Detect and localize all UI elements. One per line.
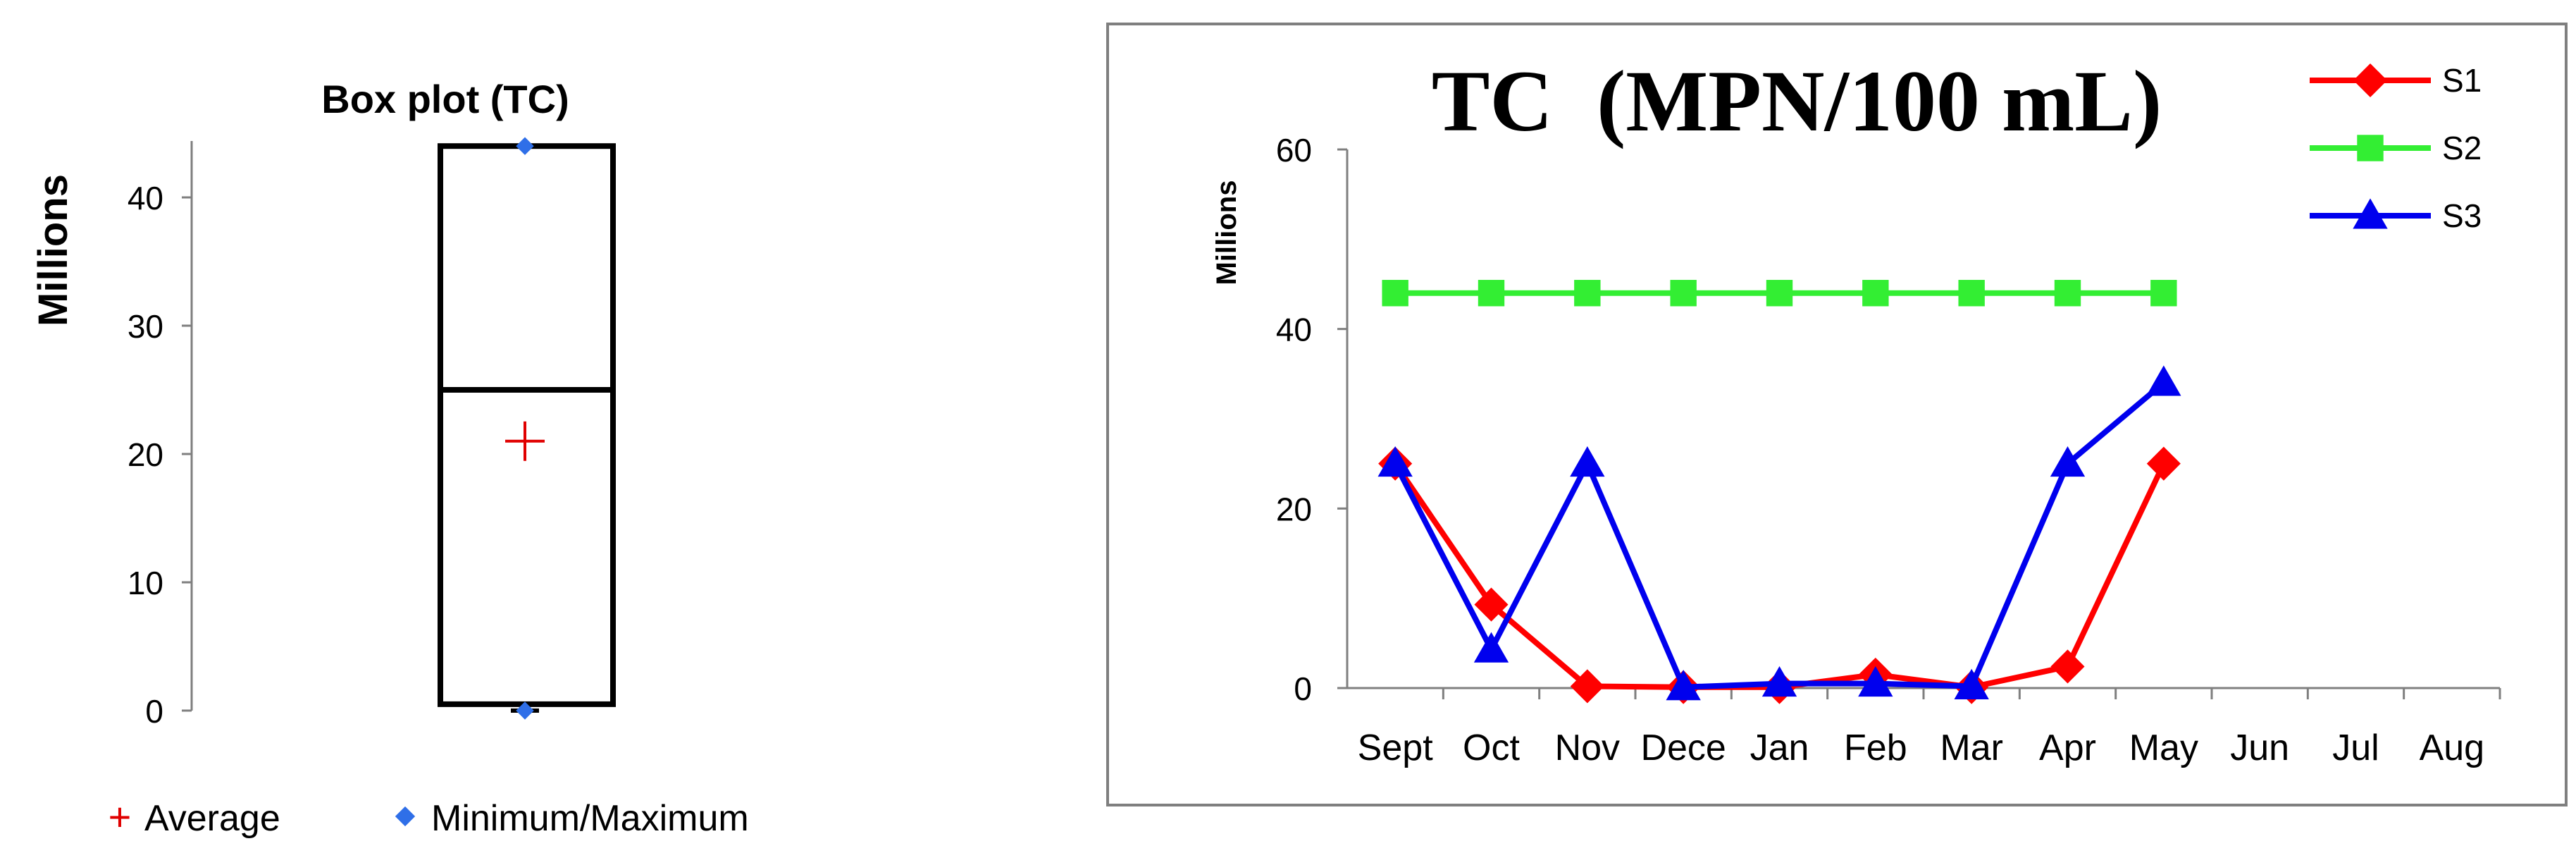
line-chart-x-ticks: Sept Oct Nov Dece Jan Feb Mar Apr May Jun Jul Aug bbox=[1358, 688, 2501, 768]
line-chart-y-tick-label: 20 bbox=[1276, 491, 1312, 527]
box-plot-y-axis-label: Millions bbox=[30, 174, 76, 326]
series-s3-point bbox=[1473, 632, 1509, 663]
line-chart-x-tick-label: Feb bbox=[1844, 728, 1907, 768]
line-chart-x-tick-label: Mar bbox=[1940, 728, 2003, 768]
box-plot-y-tick-label: 20 bbox=[128, 436, 163, 473]
series-s1-point bbox=[2050, 649, 2085, 684]
line-chart-y-tick-label: 0 bbox=[1294, 670, 1312, 707]
series-s3-point bbox=[2146, 365, 2181, 396]
series-s2-point bbox=[1958, 280, 1985, 307]
line-chart-x-tick-label: May bbox=[2129, 728, 2198, 768]
series-s3-point bbox=[1761, 665, 1797, 697]
line-chart-x-tick-label: Apr bbox=[2039, 728, 2096, 768]
series-s2-point bbox=[1670, 280, 1697, 307]
box-plot-legend: + Average Minimum/Maximum bbox=[109, 795, 749, 839]
legend-label-s3: S3 bbox=[2442, 197, 2482, 234]
series-s2-point bbox=[1574, 280, 1601, 307]
average-legend-marker: + bbox=[109, 795, 132, 839]
box-plot-y-tick-label: 40 bbox=[128, 180, 163, 216]
series-s3-point bbox=[2050, 446, 2086, 477]
min-max-marker bbox=[516, 701, 534, 720]
box-plot-panel: Box plot (TC) Millions 0 10 20 30 40 + Avera… bbox=[30, 77, 749, 839]
line-chart-panel: TC (MPN/100 mL) Millions 0 20 40 60 Sept Oct… bbox=[1106, 23, 2568, 806]
series-s3-point bbox=[1954, 668, 1989, 699]
legend-marker-s2 bbox=[2357, 135, 2384, 161]
average-legend-label: Average bbox=[144, 798, 280, 839]
min-max-marker bbox=[516, 137, 534, 155]
line-chart-y-ticks: 0 20 40 60 bbox=[1276, 132, 1347, 707]
line-chart-y-axis-label: Millions bbox=[1211, 180, 1242, 286]
line-chart-legend: S1 S2 S3 bbox=[2310, 62, 2482, 234]
chart-frame bbox=[1106, 23, 2568, 806]
line-chart-series bbox=[1377, 280, 2181, 704]
series-s1-point bbox=[1474, 587, 1509, 622]
series-s3-point bbox=[1858, 665, 1893, 697]
box-plot-body bbox=[438, 137, 616, 720]
legend-label-s2: S2 bbox=[2442, 130, 2482, 166]
series-s2-point bbox=[2054, 280, 2081, 307]
line-chart-title: TC (MPN/100 mL) bbox=[1432, 53, 2162, 149]
series-s2-point bbox=[2150, 280, 2177, 307]
series-s2-point bbox=[1862, 280, 1889, 307]
legend-label-s1: S1 bbox=[2442, 62, 2482, 99]
min-max-legend-label: Minimum/Maximum bbox=[431, 798, 749, 839]
series-s2-point bbox=[1382, 280, 1408, 307]
box-plot-y-tick-label: 30 bbox=[128, 308, 163, 345]
box-rectangle bbox=[438, 143, 616, 707]
series-s3-point bbox=[1570, 446, 1605, 477]
series-s3 bbox=[1377, 365, 2181, 701]
line-chart-x-tick-label: Oct bbox=[1463, 728, 1520, 768]
box-plot-y-ticks: 0 10 20 30 40 bbox=[128, 180, 192, 730]
line-chart-x-tick-label: Jun bbox=[2230, 728, 2289, 768]
line-chart-x-tick-label: Jan bbox=[1750, 728, 1809, 768]
box-plot-title: Box plot (TC) bbox=[321, 77, 569, 121]
box-plot-y-tick-label: 0 bbox=[145, 693, 163, 730]
box-plot-y-tick-label: 10 bbox=[128, 565, 163, 601]
series-s3-point bbox=[1377, 446, 1413, 477]
line-chart-x-tick-label: Aug bbox=[2420, 728, 2485, 768]
legend-marker-s1 bbox=[2353, 63, 2388, 98]
line-chart-x-tick-label: Jul bbox=[2332, 728, 2379, 768]
line-chart-y-tick-label: 40 bbox=[1276, 312, 1312, 348]
series-s2-point bbox=[1766, 280, 1793, 307]
line-chart-y-tick-label: 60 bbox=[1276, 132, 1312, 168]
line-chart-x-tick-label: Nov bbox=[1555, 728, 1620, 768]
series-s2 bbox=[1382, 280, 2177, 307]
series-s2-point bbox=[1478, 280, 1505, 307]
line-chart-x-tick-label: Sept bbox=[1358, 728, 1434, 768]
line-chart-x-tick-label: Dece bbox=[1640, 728, 1726, 768]
series-s1-point bbox=[1570, 669, 1604, 704]
series-s3-point bbox=[1666, 670, 1701, 701]
series-s1-point bbox=[2146, 446, 2181, 481]
min-max-legend-marker bbox=[395, 806, 416, 827]
legend-marker-s3 bbox=[2353, 198, 2388, 229]
